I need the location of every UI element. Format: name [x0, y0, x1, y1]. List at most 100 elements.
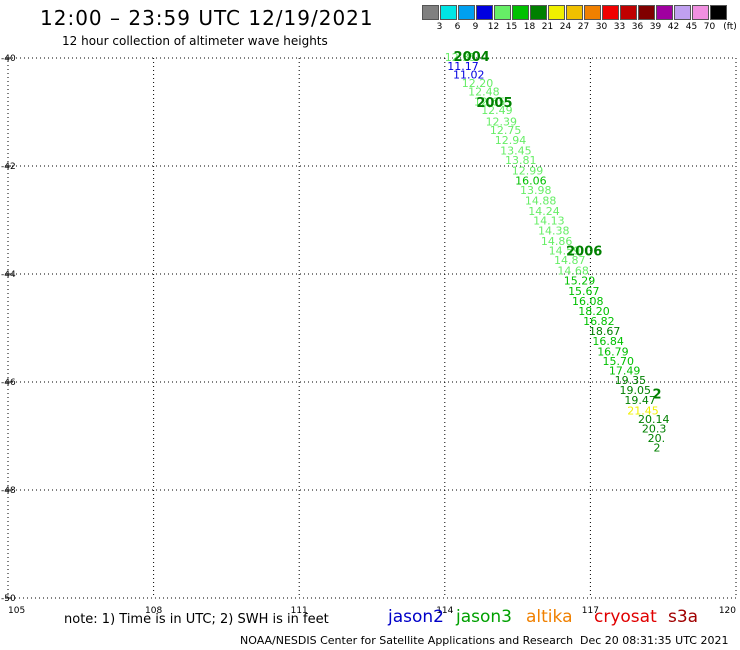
wave-height-value: 12.48 [468, 86, 500, 99]
legend-swatch [512, 5, 529, 20]
wave-height-value: 19.47 [624, 394, 656, 407]
footer-timestamp: Dec 20 08:31:35 UTC 2021 [580, 634, 729, 647]
legend-swatch [602, 5, 619, 20]
legend-swatch [584, 5, 601, 20]
legend-label: 3 [436, 22, 443, 32]
legend-swatch [566, 5, 583, 20]
wave-height-value: 14.24 [528, 205, 560, 218]
map-border [7, 57, 737, 599]
wave-height-value: 15.70 [603, 355, 635, 368]
wave-height-value: 12.35 [445, 51, 477, 64]
wave-height-value: 14.68 [557, 264, 589, 277]
wave-height-value: 12.99 [512, 164, 544, 177]
satellite-jason2: jason2 [388, 607, 444, 627]
wave-height-value: 14.88 [525, 195, 557, 208]
wave-height-value: 14.13 [533, 215, 565, 228]
wave-height-value: 14.38 [538, 224, 570, 237]
longitude-label: 120 [719, 606, 736, 616]
wave-height-value: 20.3 [642, 423, 667, 436]
note-text: note: 1) Time is in UTC; 2) SWH is in fe… [64, 612, 329, 627]
longitude-label: 117 [582, 606, 599, 616]
wave-height-value: 11.02 [453, 68, 485, 81]
legend-label: 21 [541, 22, 554, 32]
satellite-jason3: jason3 [456, 607, 512, 627]
pass-time-label: 2005 [476, 96, 512, 111]
legend-swatch [710, 5, 727, 20]
wave-height-value: 12.20 [462, 77, 494, 90]
wave-height-value: 12.65 [474, 95, 506, 108]
legend-swatch [692, 5, 709, 20]
latitude-labels: -40 -42 -44 -46 -48 -50 [1, 54, 16, 604]
legend-swatch [458, 5, 475, 20]
latitude-label: -40 [1, 54, 16, 64]
legend-swatch [656, 5, 673, 20]
legend-swatch [638, 5, 655, 20]
wave-height-value: 18.67 [589, 325, 621, 338]
wave-height-value: 21.45 [627, 405, 659, 418]
wave-height-value: 16.08 [572, 295, 604, 308]
wave-height-value: 16.79 [597, 345, 629, 358]
legend-label: 36 [631, 22, 644, 32]
pass-time-label: 2 [653, 388, 662, 403]
legend-unit: (ft) [723, 22, 737, 32]
wave-height-value: 18.20 [578, 305, 610, 318]
legend-label: 33 [613, 22, 626, 32]
satellite-s3a: s3a [668, 607, 699, 627]
wave-height-value: 16.82 [583, 315, 615, 328]
longitude-label: 105 [8, 606, 25, 616]
longitude-labels: 105 108 111 114 117 120 [8, 606, 736, 616]
map-grid [8, 58, 736, 598]
wave-height-value: 16.84 [592, 335, 624, 348]
legend-swatch [620, 5, 637, 20]
wave-height-value: 15.67 [568, 285, 600, 298]
longitude-label: 111 [291, 606, 308, 616]
legend-swatch [530, 5, 547, 20]
wave-height-value: 13.45 [500, 144, 532, 157]
latitude-label: -48 [1, 486, 16, 496]
legend-swatch [440, 5, 457, 20]
wave-height-value: 12.94 [495, 134, 526, 147]
pass-time-label: 2004 [454, 50, 490, 65]
legend-swatch [494, 5, 511, 20]
map-subtitle: 12 hour collection of altimeter wave hei… [62, 34, 328, 48]
wave-height-value: 14.87 [554, 254, 586, 267]
pass-time-label: 2006 [566, 244, 602, 259]
wave-height-value: 12.75 [490, 124, 522, 137]
legend-swatch [674, 5, 691, 20]
wave-height-value: 12.49 [481, 104, 513, 117]
wave-height-value: 13.81 [505, 154, 537, 167]
legend-label: 12 [487, 22, 500, 32]
longitude-label: 108 [145, 606, 162, 616]
legend-label: 15 [505, 22, 518, 32]
latitude-label: -42 [1, 162, 16, 172]
wave-height-value: 16.06 [515, 175, 547, 188]
wave-height-value: 2 [653, 441, 660, 454]
legend-label: 42 [667, 22, 680, 32]
wave-height-value: 15.29 [564, 275, 596, 288]
latitude-label: -50 [1, 594, 16, 604]
legend-label: 24 [559, 22, 572, 32]
wave-height-value: 20.14 [638, 413, 670, 426]
map-frame [7, 57, 737, 599]
wave-height-value: 12.39 [486, 115, 518, 128]
legend-swatch [548, 5, 565, 20]
legend-label: 18 [523, 22, 536, 32]
legend-swatch [476, 5, 493, 20]
wave-height-points: 12.3511.1711.0212.2012.4812.6512.4912.39… [445, 51, 670, 454]
wave-height-value: 20. [648, 432, 666, 445]
wave-height-value: 19.35 [615, 374, 647, 387]
legend-swatch [422, 5, 439, 20]
satellite-altika: altika [526, 607, 573, 627]
latitude-label: -46 [1, 378, 16, 388]
legend-label: 45 [685, 22, 698, 32]
longitude-label: 114 [436, 606, 453, 616]
wave-height-value: 13.98 [520, 184, 552, 197]
legend-label: 39 [649, 22, 662, 32]
legend-label: 27 [577, 22, 590, 32]
satellite-cryosat: cryosat [594, 607, 657, 627]
wave-height-value: 14.59 [549, 244, 581, 257]
wave-height-value: 17.49 [609, 365, 641, 378]
wave-height-value: 14.86 [541, 235, 573, 248]
map-title: 12:00 – 23:59 UTC 12/19/2021 [40, 6, 374, 30]
legend-label: 30 [595, 22, 608, 32]
